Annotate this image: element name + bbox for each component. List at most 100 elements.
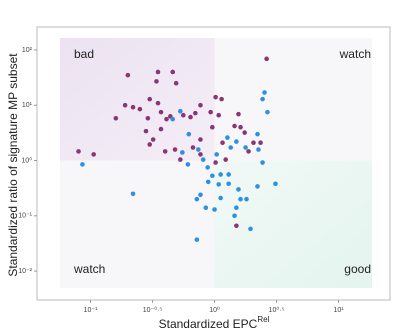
point: [125, 72, 131, 78]
annotation: bad: [74, 47, 94, 61]
point: [193, 110, 198, 116]
point: [194, 237, 200, 242]
point: [170, 69, 176, 75]
point: [255, 184, 260, 189]
point: [242, 130, 247, 135]
point: [181, 112, 186, 118]
point: [214, 152, 219, 157]
point: [258, 140, 263, 146]
point: [251, 140, 256, 146]
point: [173, 80, 179, 86]
quadrant-watch: [60, 160, 215, 288]
point: [210, 173, 215, 179]
point: [234, 223, 239, 229]
point: [172, 147, 178, 152]
quadrant-good: [214, 160, 372, 288]
point: [264, 56, 269, 62]
point: [198, 137, 203, 142]
point: [145, 116, 151, 121]
point: [200, 157, 206, 162]
point: [162, 149, 168, 154]
point: [150, 137, 156, 142]
x-tick-label: 10⁰: [209, 306, 220, 314]
point: [243, 145, 248, 150]
point: [248, 226, 253, 232]
x-tick-label: 10⁻⁰·⁵: [143, 306, 163, 314]
quadrant-bad: [60, 38, 215, 161]
point: [178, 157, 183, 162]
point: [213, 94, 218, 100]
point: [216, 112, 221, 118]
annotation: watch: [339, 47, 371, 61]
point: [216, 182, 221, 187]
point: [212, 207, 217, 212]
point: [155, 100, 161, 106]
point: [236, 187, 241, 192]
point: [188, 114, 193, 120]
y-tick-label: 10¹: [22, 102, 33, 109]
point: [91, 152, 96, 157]
annotation: good: [344, 262, 371, 276]
point: [236, 111, 241, 117]
point: [225, 135, 230, 140]
point: [198, 152, 203, 157]
point: [246, 149, 251, 154]
point: [265, 109, 270, 115]
point: [260, 96, 265, 102]
point: [185, 162, 191, 167]
quadrant-watch: [214, 38, 372, 161]
point: [130, 191, 136, 197]
point: [208, 109, 213, 115]
point: [154, 79, 159, 84]
point: [137, 106, 143, 112]
x-label-text: Standardized EPC: [159, 317, 258, 331]
point: [113, 116, 119, 121]
point: [80, 162, 85, 167]
annotation: watch: [73, 262, 105, 276]
point: [218, 195, 223, 201]
point: [122, 102, 128, 108]
point: [262, 90, 267, 95]
point: [198, 102, 203, 108]
point: [220, 140, 225, 146]
point: [219, 96, 224, 102]
point: [213, 160, 218, 165]
x-tick-label: 10¹: [333, 307, 344, 314]
y-axis-label: Standardized ratio of signature MP subse…: [6, 53, 20, 277]
point: [226, 172, 231, 177]
point: [147, 142, 153, 147]
x-tick-label: 10⁻¹: [84, 307, 98, 314]
point: [155, 69, 161, 75]
point: [164, 116, 169, 122]
point: [143, 128, 149, 134]
point: [228, 145, 234, 150]
point: [223, 157, 228, 162]
point: [158, 126, 164, 132]
x-axis-label: Standardized EPCRel: [159, 315, 270, 331]
point: [198, 192, 203, 198]
quadrants: [60, 38, 372, 288]
plot-frame: [36, 26, 391, 301]
y-tick-label: 10⁻¹: [18, 213, 32, 220]
x-label-sup: Rel: [257, 315, 269, 324]
point: [194, 196, 200, 202]
point: [273, 181, 278, 187]
point: [170, 116, 176, 122]
point: [260, 160, 265, 165]
point: [205, 165, 210, 170]
point: [244, 196, 249, 202]
point: [180, 150, 185, 155]
point: [238, 196, 243, 202]
x-tick-label: 10⁰·⁵: [269, 306, 285, 314]
point: [76, 149, 81, 154]
point: [232, 123, 237, 129]
point: [232, 213, 237, 219]
point: [218, 172, 223, 177]
y-tick-label: 10⁻²: [18, 268, 32, 275]
point: [196, 147, 201, 152]
point: [256, 147, 261, 152]
point: [205, 179, 211, 185]
point: [130, 104, 136, 110]
